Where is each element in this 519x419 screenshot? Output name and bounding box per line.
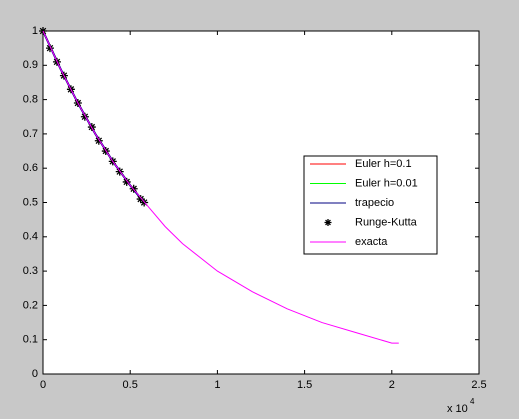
x-tick-label: 1.5	[297, 379, 312, 391]
y-tick-label: 0.5	[23, 196, 38, 208]
y-tick-label: 0.3	[23, 265, 38, 277]
y-tick-label: 0.8	[23, 94, 38, 106]
x-exponent: 4	[470, 397, 475, 406]
x-exponent-base: x 10	[447, 403, 468, 415]
marker	[94, 136, 103, 145]
y-tick-label: 0.2	[23, 299, 38, 311]
y-tick-label: 0.1	[23, 334, 38, 346]
legend-marker	[324, 219, 332, 226]
x-tick-label: 2	[389, 379, 395, 391]
marker	[45, 44, 54, 53]
legend-label: exacta	[355, 236, 388, 248]
y-tick-label: 0.7	[23, 128, 38, 140]
y-tick-label: 0.6	[23, 162, 38, 174]
y-tick-label: 0.9	[23, 59, 38, 71]
marker	[80, 112, 89, 121]
y-tick-label: 1	[32, 25, 38, 37]
legend-label: Euler h=0.01	[355, 177, 418, 189]
y-tick-label: 0	[32, 368, 38, 380]
x-tick-label: 0.5	[123, 379, 138, 391]
x-tick-label: 2.5	[471, 379, 486, 391]
x-tick-label: 0	[40, 379, 46, 391]
series-line	[42, 30, 399, 344]
x-tick-label: 1	[214, 379, 220, 391]
legend-label: Runge-Kutta	[355, 216, 418, 228]
legend-label: trapecio	[355, 197, 394, 209]
legend-box	[303, 155, 438, 255]
legend-label: Euler h=0.1	[355, 158, 412, 170]
y-tick-label: 0.4	[23, 231, 38, 243]
marker	[136, 195, 145, 204]
marker	[122, 177, 131, 186]
